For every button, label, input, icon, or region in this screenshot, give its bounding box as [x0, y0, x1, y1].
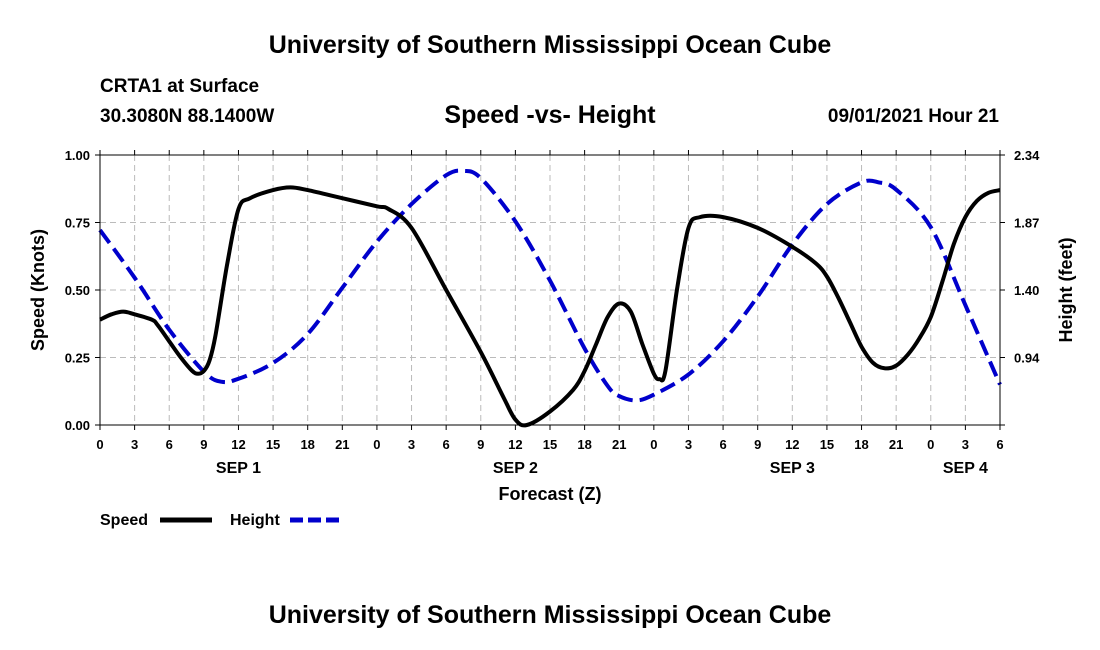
x-tick-label: 18 — [300, 437, 314, 452]
x-tick-label: 18 — [854, 437, 868, 452]
x-tick-label: 6 — [996, 437, 1003, 452]
x-tick-label: 0 — [650, 437, 657, 452]
y-axis-title: Speed (Knots) — [28, 229, 48, 351]
x-tick-label: 0 — [373, 437, 380, 452]
x-tick-label: 0 — [96, 437, 103, 452]
y2-tick-label: 2.34 — [1014, 148, 1040, 163]
y-tick-label: 0.50 — [65, 283, 90, 298]
day-label: SEP 1 — [216, 460, 261, 477]
x-tick-label: 12 — [231, 437, 245, 452]
chart-title: Speed -vs- Height — [444, 101, 656, 129]
y2-tick-label: 1.40 — [1014, 283, 1039, 298]
series-lines — [98, 168, 1002, 428]
x-tick-label: 21 — [335, 437, 349, 452]
y2-tick-label: 0.94 — [1014, 351, 1040, 366]
station-coordinates: 30.3080N 88.1400W — [100, 106, 275, 127]
y-tick-label: 0.00 — [65, 418, 90, 433]
y-tick-label: 1.00 — [65, 148, 90, 163]
day-label: SEP 3 — [770, 460, 815, 477]
y-tick-label: 0.75 — [65, 216, 90, 231]
legend-label-height: Height — [230, 512, 280, 529]
x-tick-label: 9 — [754, 437, 761, 452]
x-tick-label: 15 — [266, 437, 280, 452]
series-line-height — [98, 168, 1002, 403]
y-tick-label: 0.25 — [65, 351, 90, 366]
grid-lines — [100, 155, 1000, 425]
x-tick-label: 18 — [577, 437, 591, 452]
x-tick-label: 3 — [685, 437, 692, 452]
page-title: University of Southern Mississippi Ocean… — [268, 31, 832, 59]
y2-axis-title: Height (feet) — [1056, 238, 1076, 343]
x-tick-label: 6 — [443, 437, 450, 452]
day-label: SEP 2 — [493, 460, 538, 477]
x-tick-label: 12 — [508, 437, 522, 452]
day-label: SEP 4 — [943, 460, 988, 477]
x-tick-label: 21 — [889, 437, 903, 452]
y2-tick-label: 1.87 — [1014, 216, 1039, 231]
series-line-speed — [99, 185, 1001, 428]
legend-label-speed: Speed — [100, 512, 148, 529]
x-tick-label: 0 — [927, 437, 934, 452]
x-tick-label: 3 — [408, 437, 415, 452]
x-tick-label: 21 — [612, 437, 626, 452]
footer-title: University of Southern Mississippi Ocean… — [268, 601, 832, 629]
x-tick-label: 12 — [785, 437, 799, 452]
x-tick-label: 15 — [820, 437, 834, 452]
x-tick-label: 9 — [477, 437, 484, 452]
station-name: CRTA1 at Surface — [100, 76, 260, 97]
x-tick-label: 9 — [200, 437, 207, 452]
x-tick-label: 6 — [166, 437, 173, 452]
x-tick-label: 15 — [543, 437, 557, 452]
x-axis-title: Forecast (Z) — [498, 484, 601, 504]
x-tick-label: 3 — [131, 437, 138, 452]
x-tick-label: 3 — [962, 437, 969, 452]
forecast-datetime: 09/01/2021 Hour 21 — [827, 106, 999, 127]
x-tick-label: 6 — [719, 437, 726, 452]
axis-ticks: 0.00 0.25 0.50 0.75 1.00 0.94 1.40 1.87 2.34 0 3 6 9… — [65, 148, 1040, 477]
legend: Speed Height — [100, 512, 342, 529]
